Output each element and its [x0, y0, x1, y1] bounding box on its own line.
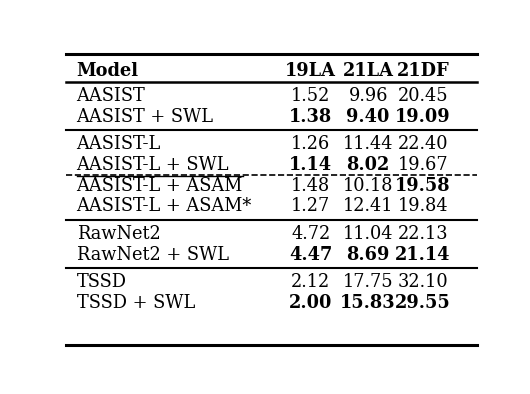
Text: 21LA: 21LA: [343, 62, 394, 80]
Text: 1.27: 1.27: [291, 197, 330, 216]
Text: 2.12: 2.12: [291, 273, 330, 291]
Text: 4.47: 4.47: [289, 245, 332, 264]
Text: AASIST-L: AASIST-L: [76, 135, 161, 153]
Text: 21.14: 21.14: [395, 245, 450, 264]
Text: 19LA: 19LA: [285, 62, 336, 80]
Text: 1.38: 1.38: [289, 108, 332, 126]
Text: RawNet2: RawNet2: [76, 225, 160, 243]
Text: 19.84: 19.84: [398, 197, 448, 216]
Text: 8.69: 8.69: [347, 245, 390, 264]
Text: AASIST: AASIST: [76, 87, 145, 105]
Text: 19.58: 19.58: [395, 177, 450, 195]
Text: 1.52: 1.52: [291, 87, 330, 105]
Text: TSSD: TSSD: [76, 273, 127, 291]
Text: 8.02: 8.02: [347, 156, 390, 174]
Text: 19.09: 19.09: [395, 108, 450, 126]
Text: AASIST-L + ASAM: AASIST-L + ASAM: [76, 177, 243, 195]
Text: 1.48: 1.48: [291, 177, 330, 195]
Text: 22.13: 22.13: [398, 225, 448, 243]
Text: 9.96: 9.96: [348, 87, 388, 105]
Text: 2.00: 2.00: [289, 294, 332, 312]
Text: 15.83: 15.83: [340, 294, 396, 312]
Text: AASIST-L + SWL: AASIST-L + SWL: [76, 156, 229, 174]
Text: RawNet2 + SWL: RawNet2 + SWL: [76, 245, 228, 264]
Text: 32.10: 32.10: [398, 273, 448, 291]
Text: 4.72: 4.72: [291, 225, 330, 243]
Text: Model: Model: [76, 62, 139, 80]
Text: 1.14: 1.14: [289, 156, 332, 174]
Text: 17.75: 17.75: [343, 273, 393, 291]
Text: 11.04: 11.04: [343, 225, 393, 243]
Text: 21DF: 21DF: [396, 62, 449, 80]
Text: AASIST-L + ASAM*: AASIST-L + ASAM*: [76, 197, 252, 216]
Text: 12.41: 12.41: [343, 197, 393, 216]
Text: AASIST + SWL: AASIST + SWL: [76, 108, 214, 126]
Text: 9.40: 9.40: [347, 108, 390, 126]
Text: 19.67: 19.67: [398, 156, 448, 174]
Text: 10.18: 10.18: [343, 177, 393, 195]
Text: 22.40: 22.40: [398, 135, 448, 153]
Text: 11.44: 11.44: [343, 135, 393, 153]
Text: 29.55: 29.55: [395, 294, 450, 312]
Text: 1.26: 1.26: [291, 135, 330, 153]
Text: 20.45: 20.45: [398, 87, 448, 105]
Text: TSSD + SWL: TSSD + SWL: [76, 294, 195, 312]
